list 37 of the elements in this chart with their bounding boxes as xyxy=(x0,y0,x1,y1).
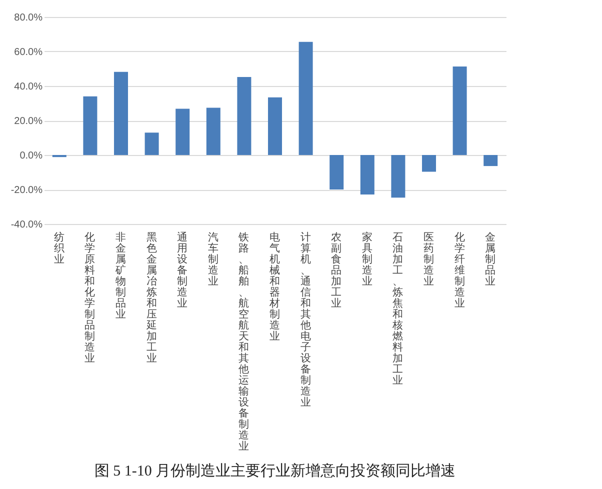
x-tick-label: 家具制造业 xyxy=(362,230,373,288)
bar xyxy=(484,155,498,166)
bar xyxy=(298,42,313,155)
bar xyxy=(360,155,374,195)
bar xyxy=(422,155,436,172)
bar xyxy=(176,108,190,155)
bar xyxy=(330,155,344,190)
x-tick-label: 金属制品业 xyxy=(485,232,496,288)
category-label: 计算机、通信和其他电子设备制造业 xyxy=(300,232,312,408)
y-tick-label: 60.0% xyxy=(14,47,43,58)
bar xyxy=(144,132,159,155)
y-tick-label: -20.0% xyxy=(10,185,43,196)
bar xyxy=(83,96,98,155)
bar xyxy=(114,72,128,155)
y-tick-label: -40.0% xyxy=(10,220,43,230)
bar xyxy=(391,155,406,198)
x-tick-label: 非金属矿物制品业 xyxy=(114,230,126,320)
category-label: 石油加工、炼焦和核燃料加工业 xyxy=(392,232,404,386)
x-tick-label: 农副食品加工业 xyxy=(331,232,342,310)
category-label: 电气机械和器材制造业 xyxy=(270,232,280,342)
x-tick-label: 化学纤维制造业 xyxy=(454,232,466,310)
x-tick-label: 医药制造业 xyxy=(424,232,434,288)
bar xyxy=(268,97,282,155)
bar xyxy=(237,77,252,155)
text: 图 5 1-10 月份制造业主要行业新增意向投资额同比增速 xyxy=(94,462,456,480)
x-tick-label: 通用设备制造业 xyxy=(177,230,188,310)
x-tick-label: 纺织业 xyxy=(54,230,65,266)
category-label: 化学原料和化学制品制造业 xyxy=(84,232,96,364)
y-tick-label: 80.0% xyxy=(14,12,43,24)
category-label: 铁路、船舶、航空航天和其他运输设备制造业 xyxy=(238,232,250,452)
x-tick-label: 汽车制造业 xyxy=(208,232,219,288)
category-label: 黑色金属冶炼和压延加工业 xyxy=(146,232,158,364)
y-tick-label: 40.0% xyxy=(14,82,43,92)
bar xyxy=(452,66,467,155)
y-tick-label: 0.0% xyxy=(20,150,43,162)
bar xyxy=(206,108,220,155)
y-tick-label: 20.0% xyxy=(14,116,43,127)
